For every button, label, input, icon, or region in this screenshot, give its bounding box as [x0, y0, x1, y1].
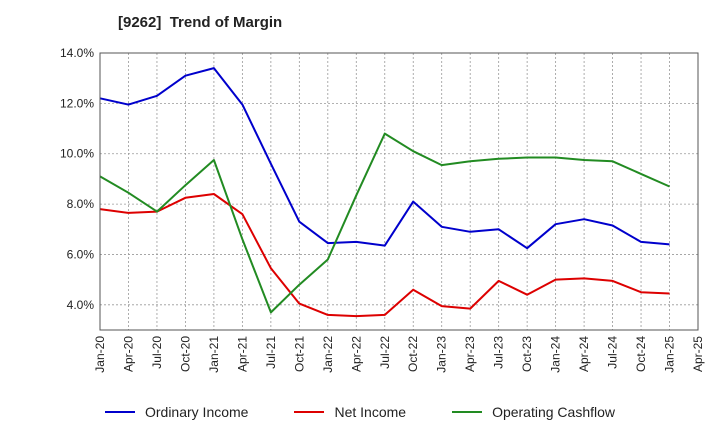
x-tick-label: Apr-20	[121, 336, 135, 372]
legend-label-ordinary-income: Ordinary Income	[144, 404, 249, 420]
x-tick-label: Jan-21	[207, 336, 221, 373]
x-tick-label: Jan-22	[321, 336, 335, 373]
x-tick-label: Jul-20	[150, 336, 164, 369]
x-tick-label: Oct-20	[178, 336, 192, 372]
legend-item-ordinary-income: Ordinary Income	[104, 404, 249, 420]
legend-swatch-operating-cashflow	[452, 411, 483, 413]
x-tick-label: Jul-22	[378, 336, 392, 369]
x-tick-label: Oct-21	[292, 336, 306, 372]
legend-item-operating-cashflow: Operating Cashflow	[452, 404, 615, 420]
x-tick-label: Apr-24	[577, 336, 591, 372]
legend-swatch-ordinary-income	[104, 411, 135, 413]
chart-title: [9262] Trend of Margin	[118, 14, 283, 31]
axis-layer: Jan-20 Apr-20 Jul-20 Oct-20 Jan-21 Apr-21 Jul-…	[60, 46, 705, 373]
x-tick-label: Apr-25	[691, 336, 705, 372]
y-tick-label: 8.0%	[67, 197, 95, 211]
x-tick-label: Oct-23	[520, 336, 534, 372]
y-tick-label: 4.0%	[67, 298, 95, 312]
series-line-operating-cashflow	[99, 132, 670, 314]
x-tick-label: Jan-23	[435, 336, 449, 373]
plot-area-border	[99, 52, 699, 331]
legend-label-net-income: Net Income	[334, 404, 407, 420]
legend-swatch-net-income	[294, 411, 325, 413]
legend-item-net-income: Net Income	[294, 404, 406, 420]
series-line-net-income	[99, 193, 670, 318]
x-tick-label: Apr-21	[235, 336, 249, 372]
x-tick-label: Jan-25	[663, 336, 677, 373]
series-line-ordinary-income	[99, 67, 670, 250]
x-tick-label: Apr-23	[463, 336, 477, 372]
x-tick-label: Oct-24	[634, 336, 648, 372]
y-tick-label: 12.0%	[60, 96, 94, 110]
series-layer	[99, 67, 670, 318]
x-tick-label: Jul-21	[264, 336, 278, 369]
y-tick-label: 6.0%	[67, 247, 95, 261]
x-tick-label: Jan-24	[549, 336, 563, 373]
x-tick-label: Jan-20	[93, 336, 107, 373]
legend-label-operating-cashflow: Operating Cashflow	[492, 404, 616, 420]
x-tick-label: Oct-22	[406, 336, 420, 372]
legend: Ordinary Income Net Income Operating Cas…	[0, 404, 720, 420]
x-tick-label: Apr-22	[349, 336, 363, 372]
y-tick-label: 10.0%	[60, 147, 94, 161]
y-tick-label: 14.0%	[60, 46, 94, 60]
x-tick-label: Jul-24	[606, 336, 620, 369]
grid-layer	[100, 53, 698, 330]
x-tick-label: Jul-23	[492, 336, 506, 369]
